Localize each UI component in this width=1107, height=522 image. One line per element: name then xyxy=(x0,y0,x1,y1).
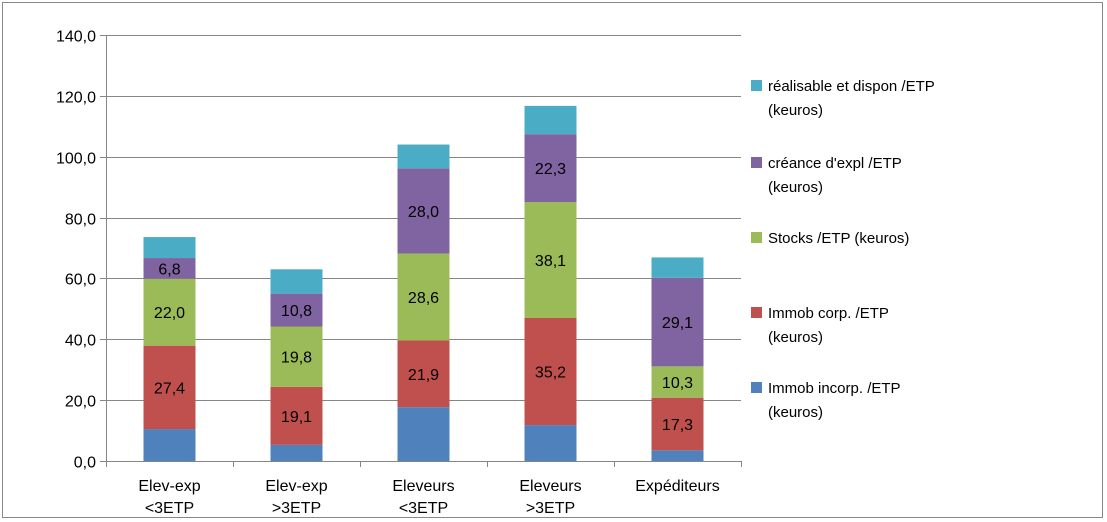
y-tick-label: 40,0 xyxy=(65,333,96,350)
bar-segment xyxy=(397,253,450,341)
bar-segment xyxy=(524,202,577,318)
legend-swatch xyxy=(751,80,762,91)
legend-swatch xyxy=(751,382,762,393)
data-label: 28,0 xyxy=(408,204,439,221)
data-label: 27,4 xyxy=(154,380,185,397)
legend-label: (keuros) xyxy=(768,179,823,196)
legend-label: (keuros) xyxy=(768,404,823,421)
bar-segment xyxy=(397,168,450,254)
y-tick-label: 140,0 xyxy=(56,29,96,46)
y-tick-label: 0,0 xyxy=(74,455,96,472)
legend-label: créance d'expl /ETP xyxy=(768,155,902,172)
bar-segment xyxy=(651,450,704,461)
bar-segment xyxy=(524,317,577,426)
data-label: 22,3 xyxy=(535,161,566,178)
x-category-label: Elev-exp xyxy=(138,478,200,495)
x-category-label: <3ETP xyxy=(399,500,448,517)
y-tick-label: 120,0 xyxy=(56,90,96,107)
y-tick-label: 20,0 xyxy=(65,394,96,411)
legend-label: Immob corp. /ETP xyxy=(768,305,889,322)
bar-segment xyxy=(270,444,323,461)
legend: réalisable et dispon /ETP (keuros) créance… xyxy=(751,78,935,421)
legend-swatch xyxy=(751,232,762,243)
legend-swatch xyxy=(751,307,762,318)
bar-segment xyxy=(270,269,323,294)
legend-label: Stocks /ETP (keuros) xyxy=(768,230,909,247)
bar-segment xyxy=(270,386,323,445)
legend-label: réalisable et dispon /ETP xyxy=(768,78,935,95)
bar-segment xyxy=(651,277,704,367)
data-label: 6,8 xyxy=(158,261,180,278)
data-label: 38,1 xyxy=(535,253,566,270)
x-category-label: >3ETP xyxy=(526,500,575,517)
legend-label: Immob incorp. /ETP xyxy=(768,380,901,397)
bar-segment xyxy=(143,429,196,461)
bar-segment xyxy=(397,144,450,169)
axes: 0,0 20,0 40,0 60,0 80,0 100,0 120,0 140,0 Elev-e… xyxy=(56,29,742,517)
data-label: 29,1 xyxy=(662,315,693,332)
data-label: 22,0 xyxy=(154,305,185,322)
bar-segment xyxy=(270,326,323,387)
y-tick-label: 100,0 xyxy=(56,151,96,168)
bar-segment xyxy=(651,397,704,451)
data-label: 17,3 xyxy=(662,417,693,434)
legend-label: (keuros) xyxy=(768,102,823,119)
data-label: 35,2 xyxy=(535,365,566,382)
bar-segment xyxy=(143,237,196,259)
bar-segment xyxy=(270,293,323,327)
bar-segment xyxy=(524,134,577,203)
data-label: 10,8 xyxy=(281,303,312,320)
data-label: 28,6 xyxy=(408,290,439,307)
bar-segment xyxy=(524,105,577,135)
bar-segment xyxy=(143,345,196,430)
data-label: 19,1 xyxy=(281,409,312,426)
data-label: 19,8 xyxy=(281,350,312,367)
data-labels: 27,4 22,0 6,8 19,1 19,8 10,8 21,9 28,6 28,0 35,2 3… xyxy=(154,161,693,434)
data-label: 10,3 xyxy=(662,375,693,392)
y-tick-label: 80,0 xyxy=(65,212,96,229)
x-category-label: Eleveurs xyxy=(392,478,454,495)
x-category-label: Expéditeurs xyxy=(635,478,720,495)
bars xyxy=(143,105,704,461)
x-category-label: Eleveurs xyxy=(519,478,581,495)
bar-segment xyxy=(397,340,450,408)
legend-swatch xyxy=(751,157,762,168)
bar-segment xyxy=(651,257,704,278)
bar-segment xyxy=(143,278,196,346)
x-category-label: >3ETP xyxy=(272,500,321,517)
x-category-label: <3ETP xyxy=(145,500,194,517)
data-label: 21,9 xyxy=(408,367,439,384)
legend-label: (keuros) xyxy=(768,329,823,346)
bar-segment xyxy=(397,407,450,461)
x-category-label: Elev-exp xyxy=(265,478,327,495)
bar-segment xyxy=(651,366,704,398)
bar-segment xyxy=(524,425,577,461)
bar-segment xyxy=(143,258,196,279)
y-tick-label: 60,0 xyxy=(65,272,96,289)
